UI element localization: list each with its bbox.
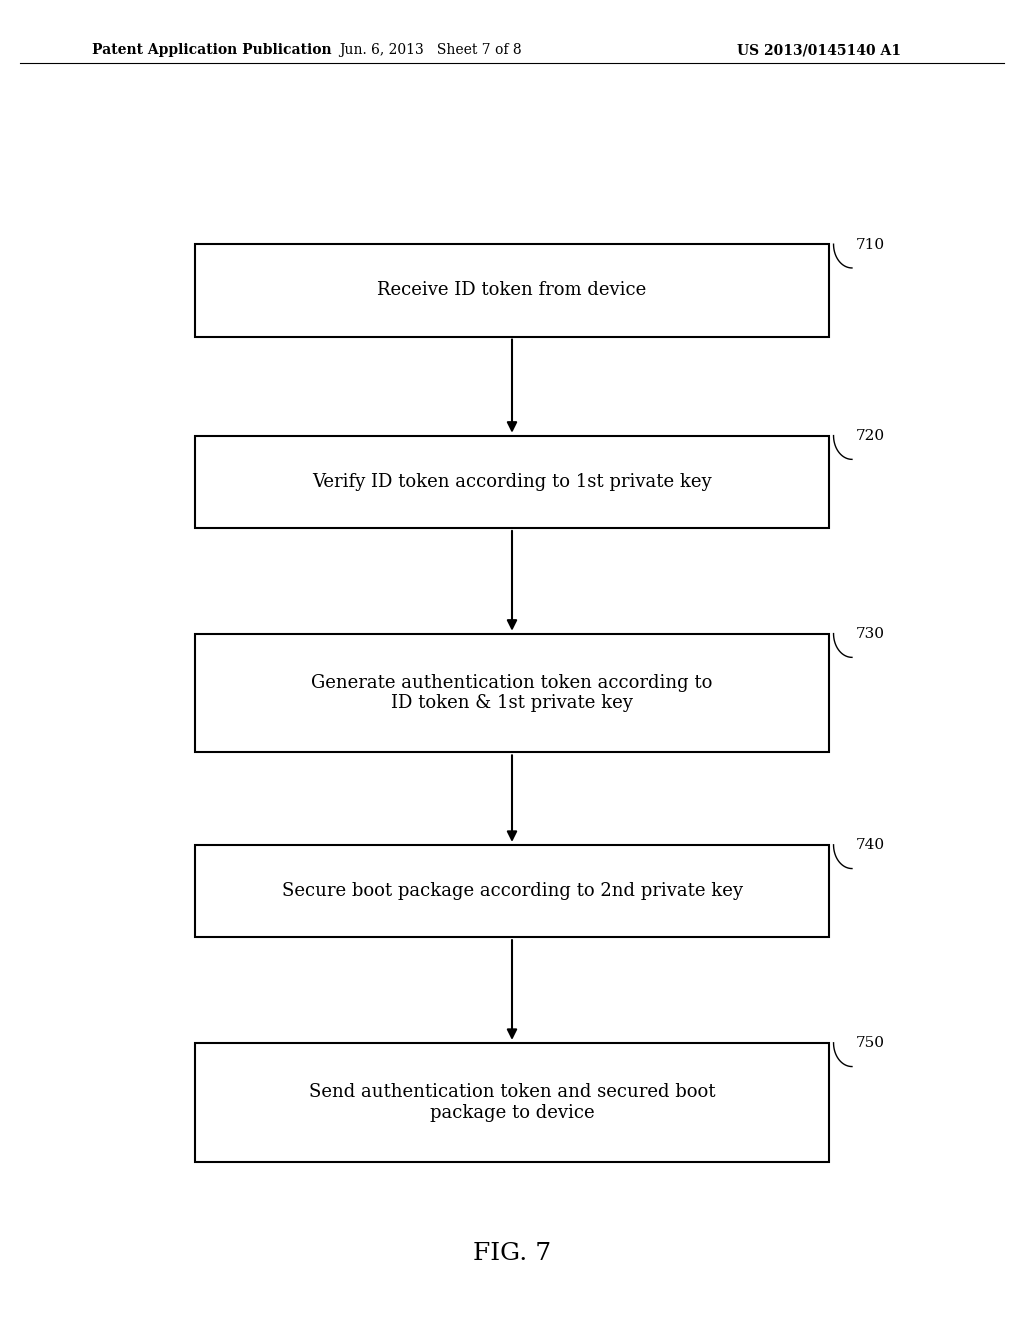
Text: 720: 720 <box>856 429 885 444</box>
Text: Jun. 6, 2013   Sheet 7 of 8: Jun. 6, 2013 Sheet 7 of 8 <box>339 44 521 57</box>
Text: 740: 740 <box>856 838 885 853</box>
FancyBboxPatch shape <box>195 845 829 937</box>
Text: Receive ID token from device: Receive ID token from device <box>378 281 646 300</box>
Text: US 2013/0145140 A1: US 2013/0145140 A1 <box>737 44 901 57</box>
Text: Generate authentication token according to
ID token & 1st private key: Generate authentication token according … <box>311 673 713 713</box>
Text: 730: 730 <box>856 627 885 642</box>
Text: Verify ID token according to 1st private key: Verify ID token according to 1st private… <box>312 473 712 491</box>
Text: 710: 710 <box>856 238 885 252</box>
FancyBboxPatch shape <box>195 436 829 528</box>
FancyBboxPatch shape <box>195 244 829 337</box>
FancyBboxPatch shape <box>195 1043 829 1162</box>
Text: Secure boot package according to 2nd private key: Secure boot package according to 2nd pri… <box>282 882 742 900</box>
Text: FIG. 7: FIG. 7 <box>473 1242 551 1266</box>
Text: 750: 750 <box>856 1036 885 1051</box>
Text: Send authentication token and secured boot
package to device: Send authentication token and secured bo… <box>309 1082 715 1122</box>
Text: Patent Application Publication: Patent Application Publication <box>92 44 332 57</box>
FancyBboxPatch shape <box>195 634 829 752</box>
